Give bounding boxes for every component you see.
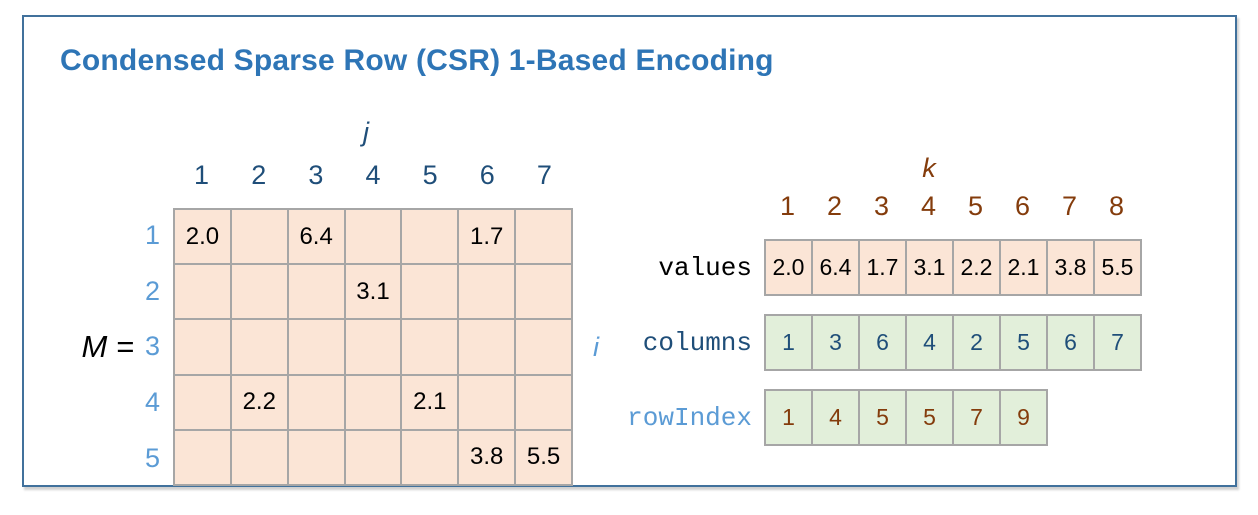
k-index-label: 3 xyxy=(873,191,890,221)
array-cell: 6 xyxy=(1048,316,1093,369)
matrix-column-header: 2 xyxy=(251,160,267,190)
slide-frame: Condensed Sparse Row (CSR) 1-Based Encod… xyxy=(22,15,1237,487)
matrix-row-label: 5 xyxy=(144,442,160,473)
matrix-cell: 3.8 xyxy=(459,430,515,484)
matrix-cell xyxy=(175,430,230,484)
matrix-row-label: 4 xyxy=(144,387,160,418)
matrix-cell xyxy=(288,430,344,484)
matrix-cell: 2.0 xyxy=(175,210,230,264)
matrix-cell xyxy=(459,375,515,429)
matrix-cell xyxy=(231,210,287,264)
matrix-row-label: 3 xyxy=(144,331,160,362)
array-cell: 3.1 xyxy=(907,241,952,294)
array-label-rowIndex: rowIndex xyxy=(627,402,752,433)
matrix-cell: 5.5 xyxy=(516,430,571,484)
matrix-name-label: M = xyxy=(81,329,134,364)
matrix-cell xyxy=(345,375,401,429)
array-cell: 9 xyxy=(1001,391,1046,444)
matrix-column-headers: 1 2 3 4 5 6 7 xyxy=(173,160,573,191)
matrix-cell xyxy=(516,375,571,429)
array-cell: 5.5 xyxy=(1095,241,1140,294)
matrix-cell xyxy=(175,265,230,319)
matrix-column-header: 1 xyxy=(194,160,210,190)
matrix-cell xyxy=(345,210,401,264)
array-cell: 2.1 xyxy=(1001,241,1046,294)
matrix-row-label: 2 xyxy=(144,275,160,306)
k-index-label: 6 xyxy=(1014,191,1031,221)
array-cell: 3 xyxy=(813,316,858,369)
matrix-cell xyxy=(288,320,344,374)
matrix-cell xyxy=(516,265,571,319)
matrix-cell xyxy=(231,265,287,319)
matrix-cell xyxy=(231,320,287,374)
matrix-cell xyxy=(459,320,515,374)
matrix-cell xyxy=(345,320,401,374)
array-cell: 1 xyxy=(766,316,811,369)
array-cell: 2.0 xyxy=(766,241,811,294)
matrix-cell: 6.4 xyxy=(288,210,344,264)
matrix-cell xyxy=(402,265,458,319)
matrix-column-header: 6 xyxy=(479,160,495,190)
matrix-cell xyxy=(345,430,401,484)
matrix-cell xyxy=(516,320,571,374)
diagram-title: Condensed Sparse Row (CSR) 1-Based Encod… xyxy=(60,44,774,77)
array-label-values: values xyxy=(658,252,752,283)
matrix-row-label: 1 xyxy=(144,220,160,251)
k-index-label: 1 xyxy=(779,191,796,221)
array-cell: 7 xyxy=(954,391,999,444)
array-cell: 4 xyxy=(907,316,952,369)
k-index-label: 2 xyxy=(826,191,843,221)
sparse-matrix-grid: 2.0 6.4 1.7 3.1 2.2 2.1 3.8 5.5 xyxy=(173,208,573,486)
array-cell: 1.7 xyxy=(860,241,905,294)
column-axis-label-j: j xyxy=(363,117,369,147)
matrix-column-header: 4 xyxy=(365,160,381,190)
array-cell: 6.4 xyxy=(813,241,858,294)
array-cell: 6 xyxy=(860,316,905,369)
array-cell: 5 xyxy=(1001,316,1046,369)
k-axis-label: k xyxy=(922,153,936,183)
k-index-label: 8 xyxy=(1108,191,1125,221)
array-cell: 3.8 xyxy=(1048,241,1093,294)
k-index-label: 7 xyxy=(1061,191,1078,221)
array-values: 2.0 6.4 1.7 3.1 2.2 2.1 3.8 5.5 xyxy=(764,239,1142,296)
array-cell: 2.2 xyxy=(954,241,999,294)
matrix-cell xyxy=(402,430,458,484)
array-label-columns: columns xyxy=(642,327,752,358)
array-cell: 7 xyxy=(1095,316,1140,369)
array-cell: 4 xyxy=(813,391,858,444)
matrix-column-header: 7 xyxy=(536,160,552,190)
matrix-cell: 3.1 xyxy=(345,265,401,319)
k-index-label: 4 xyxy=(920,191,937,221)
matrix-cell xyxy=(175,375,230,429)
matrix-column-header: 5 xyxy=(422,160,438,190)
matrix-cell: 2.2 xyxy=(231,375,287,429)
row-axis-label-i: i xyxy=(593,331,599,362)
matrix-column-header: 3 xyxy=(308,160,324,190)
matrix-cell xyxy=(288,265,344,319)
matrix-cell xyxy=(459,265,515,319)
array-cell: 2 xyxy=(954,316,999,369)
matrix-cell: 2.1 xyxy=(402,375,458,429)
matrix-cell: 1.7 xyxy=(459,210,515,264)
k-index-label: 5 xyxy=(967,191,984,221)
array-cell: 5 xyxy=(860,391,905,444)
array-cell: 5 xyxy=(907,391,952,444)
matrix-cell xyxy=(516,210,571,264)
matrix-cell xyxy=(175,320,230,374)
matrix-cell xyxy=(402,320,458,374)
array-cell: 1 xyxy=(766,391,811,444)
matrix-row-labels: 1 2 3 4 5 xyxy=(114,208,160,486)
matrix-cell xyxy=(231,430,287,484)
matrix-cell xyxy=(288,375,344,429)
matrix-cell xyxy=(402,210,458,264)
